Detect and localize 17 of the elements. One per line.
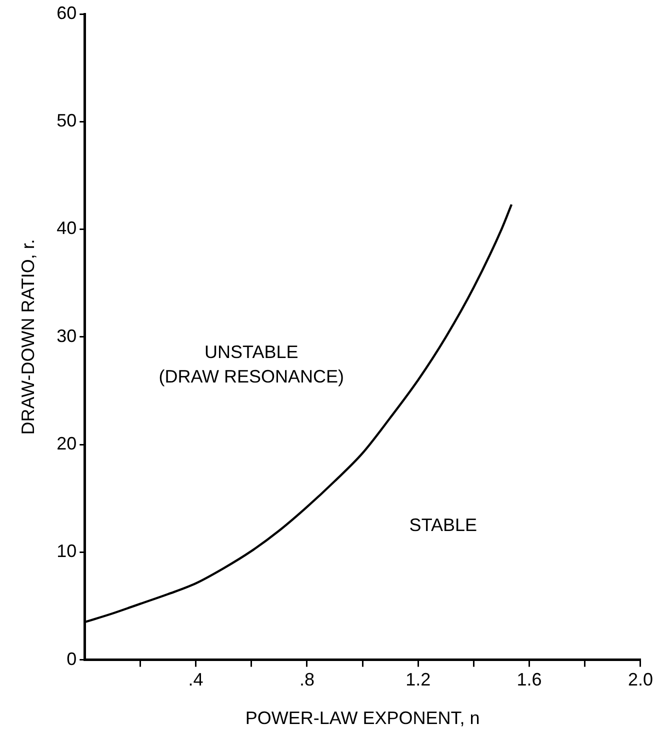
y-tick-label: 60 (56, 2, 77, 23)
y-tick-label: 30 (56, 326, 77, 346)
x-tick-label: 1.6 (516, 670, 542, 690)
x-tick-label: 2.0 (628, 670, 654, 690)
y-tick-label: 20 (56, 434, 77, 454)
x-tick-label: 1.2 (406, 670, 431, 690)
y-tick-label: 40 (56, 218, 77, 238)
annotation: (DRAW RESONANCE) (158, 366, 344, 387)
y-tick-label: 10 (56, 541, 77, 562)
x-tick-label: .8 (299, 670, 314, 690)
annotation: STABLE (409, 515, 478, 536)
y-tick-label: 50 (56, 110, 77, 131)
y-axis-title: DRAW-DOWN RATIO, r. (18, 239, 38, 435)
x-axis-title: POWER-LAW EXPONENT, n (245, 708, 480, 728)
annotation: UNSTABLE (204, 342, 298, 362)
x-tick-label: .4 (188, 670, 204, 690)
y-tick-label: 0 (66, 648, 77, 669)
